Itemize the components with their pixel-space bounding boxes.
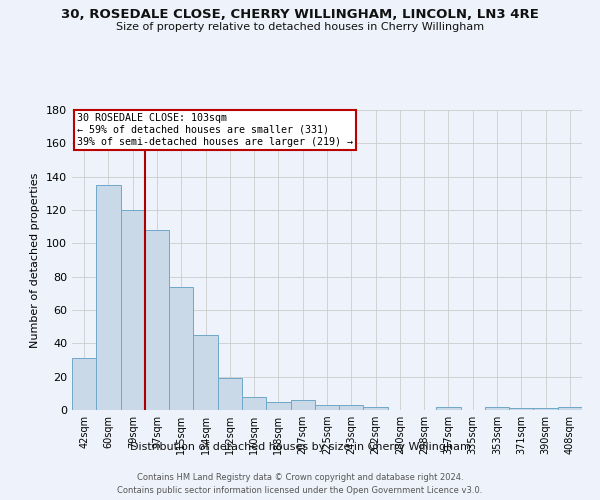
Bar bbox=[266, 402, 290, 410]
Text: Distribution of detached houses by size in Cherry Willingham: Distribution of detached houses by size … bbox=[130, 442, 470, 452]
Text: 30, ROSEDALE CLOSE, CHERRY WILLINGHAM, LINCOLN, LN3 4RE: 30, ROSEDALE CLOSE, CHERRY WILLINGHAM, L… bbox=[61, 8, 539, 20]
Bar bbox=[72, 358, 96, 410]
Bar bbox=[315, 405, 339, 410]
Bar bbox=[145, 230, 169, 410]
Bar bbox=[193, 335, 218, 410]
Bar bbox=[339, 405, 364, 410]
Bar bbox=[96, 185, 121, 410]
Bar bbox=[364, 406, 388, 410]
Text: 30 ROSEDALE CLOSE: 103sqm
← 59% of detached houses are smaller (331)
39% of semi: 30 ROSEDALE CLOSE: 103sqm ← 59% of detac… bbox=[77, 114, 353, 146]
Bar bbox=[121, 210, 145, 410]
Text: Size of property relative to detached houses in Cherry Willingham: Size of property relative to detached ho… bbox=[116, 22, 484, 32]
Bar bbox=[558, 406, 582, 410]
Y-axis label: Number of detached properties: Number of detached properties bbox=[31, 172, 40, 348]
Bar bbox=[242, 396, 266, 410]
Bar bbox=[509, 408, 533, 410]
Bar bbox=[218, 378, 242, 410]
Bar bbox=[533, 408, 558, 410]
Bar bbox=[169, 286, 193, 410]
Bar bbox=[485, 406, 509, 410]
Text: Contains HM Land Registry data © Crown copyright and database right 2024.: Contains HM Land Registry data © Crown c… bbox=[137, 472, 463, 482]
Bar bbox=[290, 400, 315, 410]
Text: Contains public sector information licensed under the Open Government Licence v3: Contains public sector information licen… bbox=[118, 486, 482, 495]
Bar bbox=[436, 406, 461, 410]
